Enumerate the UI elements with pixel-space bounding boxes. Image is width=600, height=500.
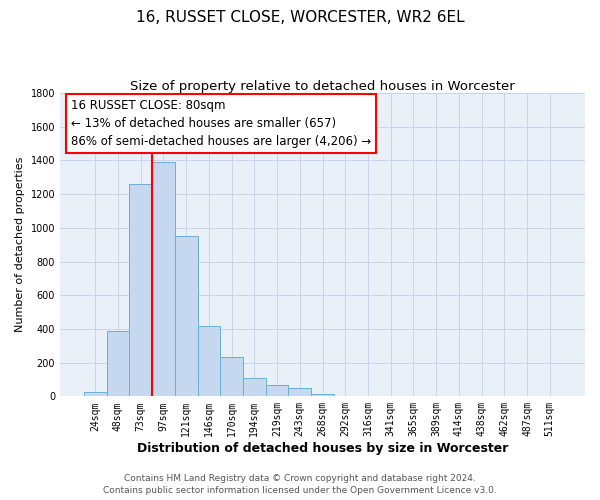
Bar [243,378,266,396]
Bar [152,162,175,396]
Bar [197,326,220,396]
Text: 16, RUSSET CLOSE, WORCESTER, WR2 6EL: 16, RUSSET CLOSE, WORCESTER, WR2 6EL [136,10,464,25]
Bar [266,384,289,396]
Bar [175,236,197,396]
Bar [130,184,152,396]
Bar [84,392,107,396]
Y-axis label: Number of detached properties: Number of detached properties [15,157,25,332]
Bar [289,388,311,396]
Bar [311,394,334,396]
Text: Contains HM Land Registry data © Crown copyright and database right 2024.
Contai: Contains HM Land Registry data © Crown c… [103,474,497,495]
Bar [220,356,243,397]
Bar [107,332,130,396]
Title: Size of property relative to detached houses in Worcester: Size of property relative to detached ho… [130,80,515,93]
Text: 16 RUSSET CLOSE: 80sqm
← 13% of detached houses are smaller (657)
86% of semi-de: 16 RUSSET CLOSE: 80sqm ← 13% of detached… [71,99,371,148]
X-axis label: Distribution of detached houses by size in Worcester: Distribution of detached houses by size … [137,442,508,455]
